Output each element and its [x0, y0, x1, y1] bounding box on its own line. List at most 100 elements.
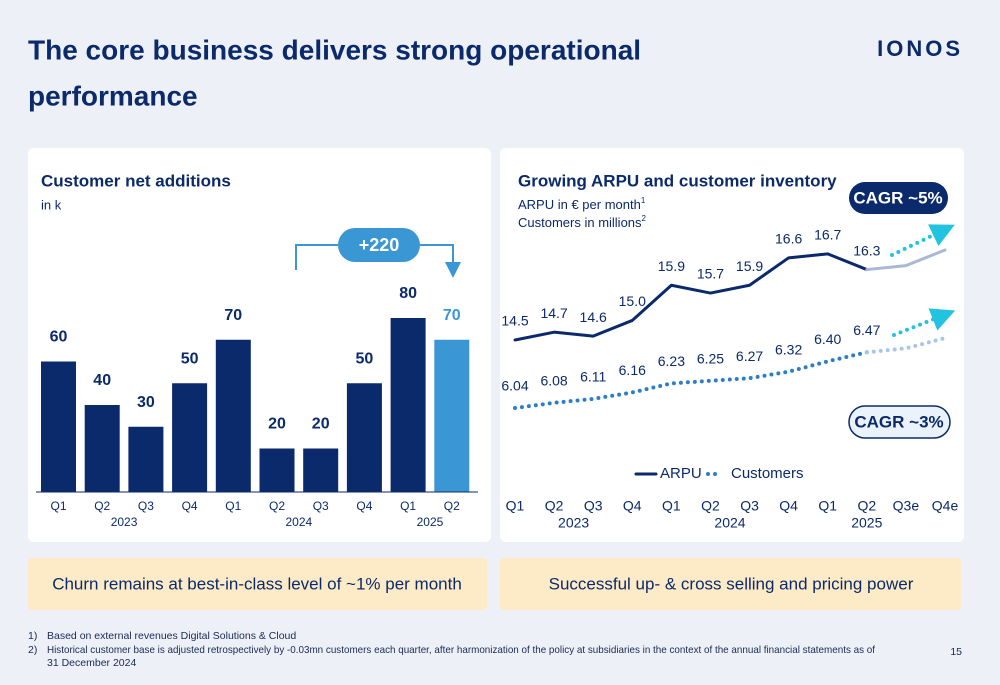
bar: [84, 405, 120, 492]
bar: [215, 339, 251, 492]
year-label: 2025: [417, 515, 444, 529]
value-label: 80: [399, 285, 417, 302]
x-tick-label: Q1: [662, 498, 681, 514]
trend-arrow: [890, 224, 955, 257]
value-label: 15.9: [658, 258, 685, 274]
value-label: 6.25: [697, 350, 724, 366]
footnote: Historical customer base is adjusted ret…: [47, 644, 875, 656]
value-label: 20: [312, 416, 330, 433]
callout-box: [28, 558, 487, 610]
x-tick-label: Q3: [313, 499, 329, 513]
panel: [500, 148, 964, 542]
value-label: 14.7: [540, 305, 567, 321]
callout-box: [500, 558, 961, 610]
bar: [303, 448, 339, 492]
title: performance: [28, 80, 198, 111]
x-tick-label: Q2: [545, 498, 564, 514]
value-label: 15.7: [697, 266, 724, 282]
bracket: [295, 244, 453, 270]
x-tick-label: Q2: [857, 498, 876, 514]
annotation: +220: [359, 235, 400, 255]
value-label: 6.16: [619, 362, 646, 378]
value-label: 6.23: [658, 353, 685, 369]
x-tick-label: Q4: [779, 498, 798, 514]
x-tick-label: Q1: [50, 499, 66, 513]
value-label: 14.5: [501, 313, 528, 329]
value-label: 6.47: [853, 322, 880, 338]
year-label: 2024: [714, 515, 745, 531]
value-label: 6.08: [540, 373, 567, 389]
value-label: 14.6: [580, 309, 607, 325]
badge-text: CAGR ~5%: [853, 188, 942, 207]
annotation-pill: [338, 228, 420, 262]
bar: [390, 318, 426, 492]
year-label: 2023: [111, 515, 138, 529]
callout: Successful up- & cross selling and prici…: [549, 574, 914, 593]
chart-title: Growing ARPU and customer inventory: [518, 171, 837, 190]
x-tick-label: Q3e: [893, 498, 920, 514]
bar: [346, 383, 382, 492]
footnote-marker: 2): [28, 644, 37, 656]
value-label: 15.0: [619, 293, 646, 309]
chart-subtitle: ARPU in € per month1: [518, 196, 646, 212]
footnote: Based on external revenues Digital Solut…: [47, 630, 296, 642]
value-label: 6.27: [736, 348, 763, 364]
value-label: 50: [181, 350, 199, 367]
bar: [434, 339, 470, 492]
value-label: 16.3: [853, 242, 880, 258]
callout: Churn remains at best-in-class level of …: [52, 574, 462, 593]
x-tick-label: Q1: [506, 498, 525, 514]
chart-subtitle: in k: [41, 197, 62, 212]
footnote: 31 December 2024: [47, 657, 136, 669]
trend-arrow: [892, 308, 956, 337]
logo: IONOS: [877, 36, 963, 61]
value-label: 60: [50, 329, 68, 346]
chart-subtitle: Customers in millions2: [518, 214, 647, 230]
value-label: 70: [224, 307, 242, 324]
badge: [848, 405, 951, 439]
value-label: 40: [93, 372, 111, 389]
x-tick-label: Q2: [701, 498, 720, 514]
legend-label: ARPU: [660, 465, 702, 482]
x-tick-label: Q3: [740, 498, 759, 514]
chart-title: Customer net additions: [41, 171, 231, 190]
title: The core business delivers strong operat…: [28, 34, 641, 65]
x-tick-label: Q2: [94, 499, 110, 513]
value-label: 16.6: [775, 231, 802, 247]
x-tick-label: Q2: [444, 499, 460, 513]
badge-text: CAGR ~3%: [854, 412, 943, 431]
x-tick-label: Q4e: [932, 498, 959, 514]
x-tick-label: Q3: [138, 499, 154, 513]
bar: [41, 361, 76, 492]
value-label: 16.7: [814, 227, 841, 243]
legend-label: Customers: [731, 465, 804, 482]
x-tick-label: Q4: [182, 499, 198, 513]
value-label: 6.04: [501, 378, 528, 394]
page-number: 15: [950, 646, 962, 658]
footnote-marker: 1): [28, 630, 37, 642]
series-line: [513, 252, 869, 342]
x-tick-label: Q4: [356, 499, 372, 513]
bar: [259, 448, 295, 492]
value-label: 6.32: [775, 341, 802, 357]
x-tick-label: Q1: [818, 498, 837, 514]
value-label: 30: [137, 394, 155, 411]
badge: [849, 182, 948, 214]
x-tick-label: Q1: [400, 499, 416, 513]
value-label: 6.11: [580, 369, 606, 385]
year-label: 2025: [851, 515, 882, 531]
value-label: 20: [268, 416, 286, 433]
series-line: [865, 248, 947, 272]
value-label: 6.40: [814, 331, 841, 347]
x-tick-label: Q1: [225, 499, 241, 513]
bar: [172, 383, 208, 492]
x-tick-label: Q2: [269, 499, 285, 513]
x-tick-label: Q3: [584, 498, 603, 514]
year-label: 2024: [285, 515, 312, 529]
value-label: 50: [356, 350, 374, 367]
value-label: 15.9: [736, 258, 763, 274]
series-line: [864, 336, 947, 355]
year-label: 2023: [558, 515, 589, 531]
bar: [128, 426, 164, 492]
